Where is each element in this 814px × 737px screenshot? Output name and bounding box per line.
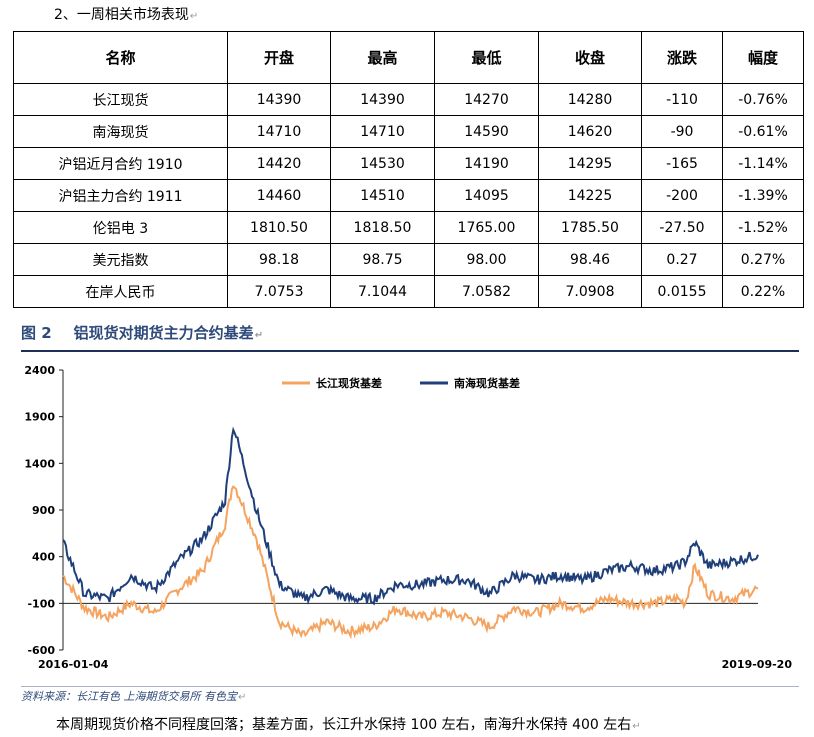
- cell-high: 1818.50: [330, 211, 435, 244]
- table-row: 南海现货 14710 14710 14590 14620 -90 -0.61%: [13, 115, 804, 148]
- header-change: 涨跌: [641, 31, 723, 84]
- series-line-nanhai: [62, 426, 759, 606]
- cell-percent: 0.27%: [722, 243, 804, 276]
- cell-high: 14390: [330, 83, 435, 116]
- cell-change: -200: [641, 179, 723, 212]
- header-open: 开盘: [227, 31, 331, 84]
- series-line-changjiang: [62, 485, 759, 640]
- cell-close: 14225: [538, 179, 642, 212]
- cell-percent: -1.14%: [722, 147, 804, 180]
- cell-change: -90: [641, 115, 723, 148]
- table-row: 沪铝近月合约 1910 14420 14530 14190 14295 -165 -1.14…: [13, 147, 804, 180]
- cell-high: 7.1044: [330, 275, 435, 308]
- table-row: 美元指数 98.18 98.75 98.00 98.46 0.27 0.27%: [13, 243, 804, 276]
- y-tick-label: 900: [32, 504, 55, 517]
- cell-high: 14530: [330, 147, 435, 180]
- cell-close: 1785.50: [538, 211, 642, 244]
- table-row: 伦铝电 3 1810.50 1818.50 1765.00 1785.50 -27.50-…: [13, 211, 804, 244]
- cell-close: 14620: [538, 115, 642, 148]
- legend-label: 长江现货基差: [316, 376, 382, 390]
- table-header-row: 名称 开盘 最高 最低 收盘 涨跌 幅度: [13, 31, 804, 84]
- summary-paragraph: 本周期现货价格不同程度回落；基差方面，长江升水保持 100 左右，南海升水保持 …: [56, 717, 641, 733]
- figure-number: 图 2: [21, 324, 52, 342]
- header-close: 收盘: [538, 31, 642, 84]
- header-name: 名称: [13, 31, 228, 84]
- cell-name: 沪铝近月合约 1910: [13, 147, 228, 180]
- cell-open: 14710: [227, 115, 331, 148]
- cell-name: 伦铝电 3: [13, 211, 228, 244]
- cell-high: 14510: [330, 179, 435, 212]
- cell-low: 1765.00: [434, 211, 539, 244]
- cell-name: 沪铝主力合约 1911: [13, 179, 228, 212]
- y-tick-label: -100: [27, 597, 55, 610]
- cell-open: 14420: [227, 147, 331, 180]
- basis-line-chart: -600 -100 400 900 1400 1900 2400 2016-01-04 2019…: [24, 364, 793, 671]
- header-high: 最高: [330, 31, 435, 84]
- cell-low: 7.0582: [434, 275, 539, 308]
- cell-low: 14095: [434, 179, 539, 212]
- cell-open: 1810.50: [227, 211, 331, 244]
- cell-open: 14460: [227, 179, 331, 212]
- header-low: 最低: [434, 31, 539, 84]
- cell-high: 98.75: [330, 243, 435, 276]
- figure-rule: [21, 350, 799, 352]
- cell-close: 98.46: [538, 243, 642, 276]
- cell-change: -110: [641, 83, 723, 116]
- figure-caption: 铝现货对期货主力合约基差: [73, 324, 254, 342]
- cell-name: 在岸人民币: [13, 275, 228, 308]
- cell-percent: -1.52%: [722, 211, 804, 244]
- header-percent: 幅度: [722, 31, 804, 84]
- y-tick-label: 1400: [24, 457, 55, 470]
- cell-name: 南海现货: [13, 115, 228, 148]
- cell-open: 7.0753: [227, 275, 331, 308]
- section-title: 2、一周相关市场表现↵: [54, 7, 199, 23]
- cell-change: 0.0155: [641, 275, 723, 308]
- cell-change: 0.27: [641, 243, 723, 276]
- cell-open: 98.18: [227, 243, 331, 276]
- market-performance-table: 名称 开盘 最高 最低 收盘 涨跌 幅度 长江现货 14390 14390 14270…: [13, 31, 804, 308]
- cell-low: 14190: [434, 147, 539, 180]
- cell-percent: -0.61%: [722, 115, 804, 148]
- cell-percent: 0.22%: [722, 275, 804, 308]
- cell-close: 7.0908: [538, 275, 642, 308]
- cell-close: 14295: [538, 147, 642, 180]
- cell-percent: -1.39%: [722, 179, 804, 212]
- x-tick-label: 2019-09-20: [722, 658, 793, 671]
- table-row: 长江现货 14390 14390 14270 14280 -110 -0.76%: [13, 83, 804, 116]
- cell-change: -165: [641, 147, 723, 180]
- y-tick-label: 400: [32, 551, 55, 564]
- y-tick-label: 2400: [24, 364, 55, 377]
- y-tick-label: -600: [27, 644, 55, 657]
- legend-label: 南海现货基差: [454, 376, 520, 390]
- figure-title: 图 2 铝现货对期货主力合约基差↵: [21, 324, 264, 342]
- cell-percent: -0.76%: [722, 83, 804, 116]
- x-tick-label: 2016-01-04: [38, 658, 109, 671]
- cell-name: 美元指数: [13, 243, 228, 276]
- source-note: 资料来源：长江有色 上海期货交易所 有色宝↵: [21, 690, 247, 703]
- cell-change: -27.50: [641, 211, 723, 244]
- cell-name: 长江现货: [13, 83, 228, 116]
- cell-low: 14270: [434, 83, 539, 116]
- cell-open: 14390: [227, 83, 331, 116]
- cell-close: 14280: [538, 83, 642, 116]
- cell-low: 14590: [434, 115, 539, 148]
- source-rule: [21, 686, 799, 687]
- y-tick-label: 1900: [24, 411, 55, 424]
- cell-low: 98.00: [434, 243, 539, 276]
- table-row: 沪铝主力合约 1911 14460 14510 14095 14225 -200 -1.39…: [13, 179, 804, 212]
- cell-high: 14710: [330, 115, 435, 148]
- table-row: 在岸人民币 7.0753 7.1044 7.0582 7.0908 0.0155 0.22%: [13, 275, 804, 308]
